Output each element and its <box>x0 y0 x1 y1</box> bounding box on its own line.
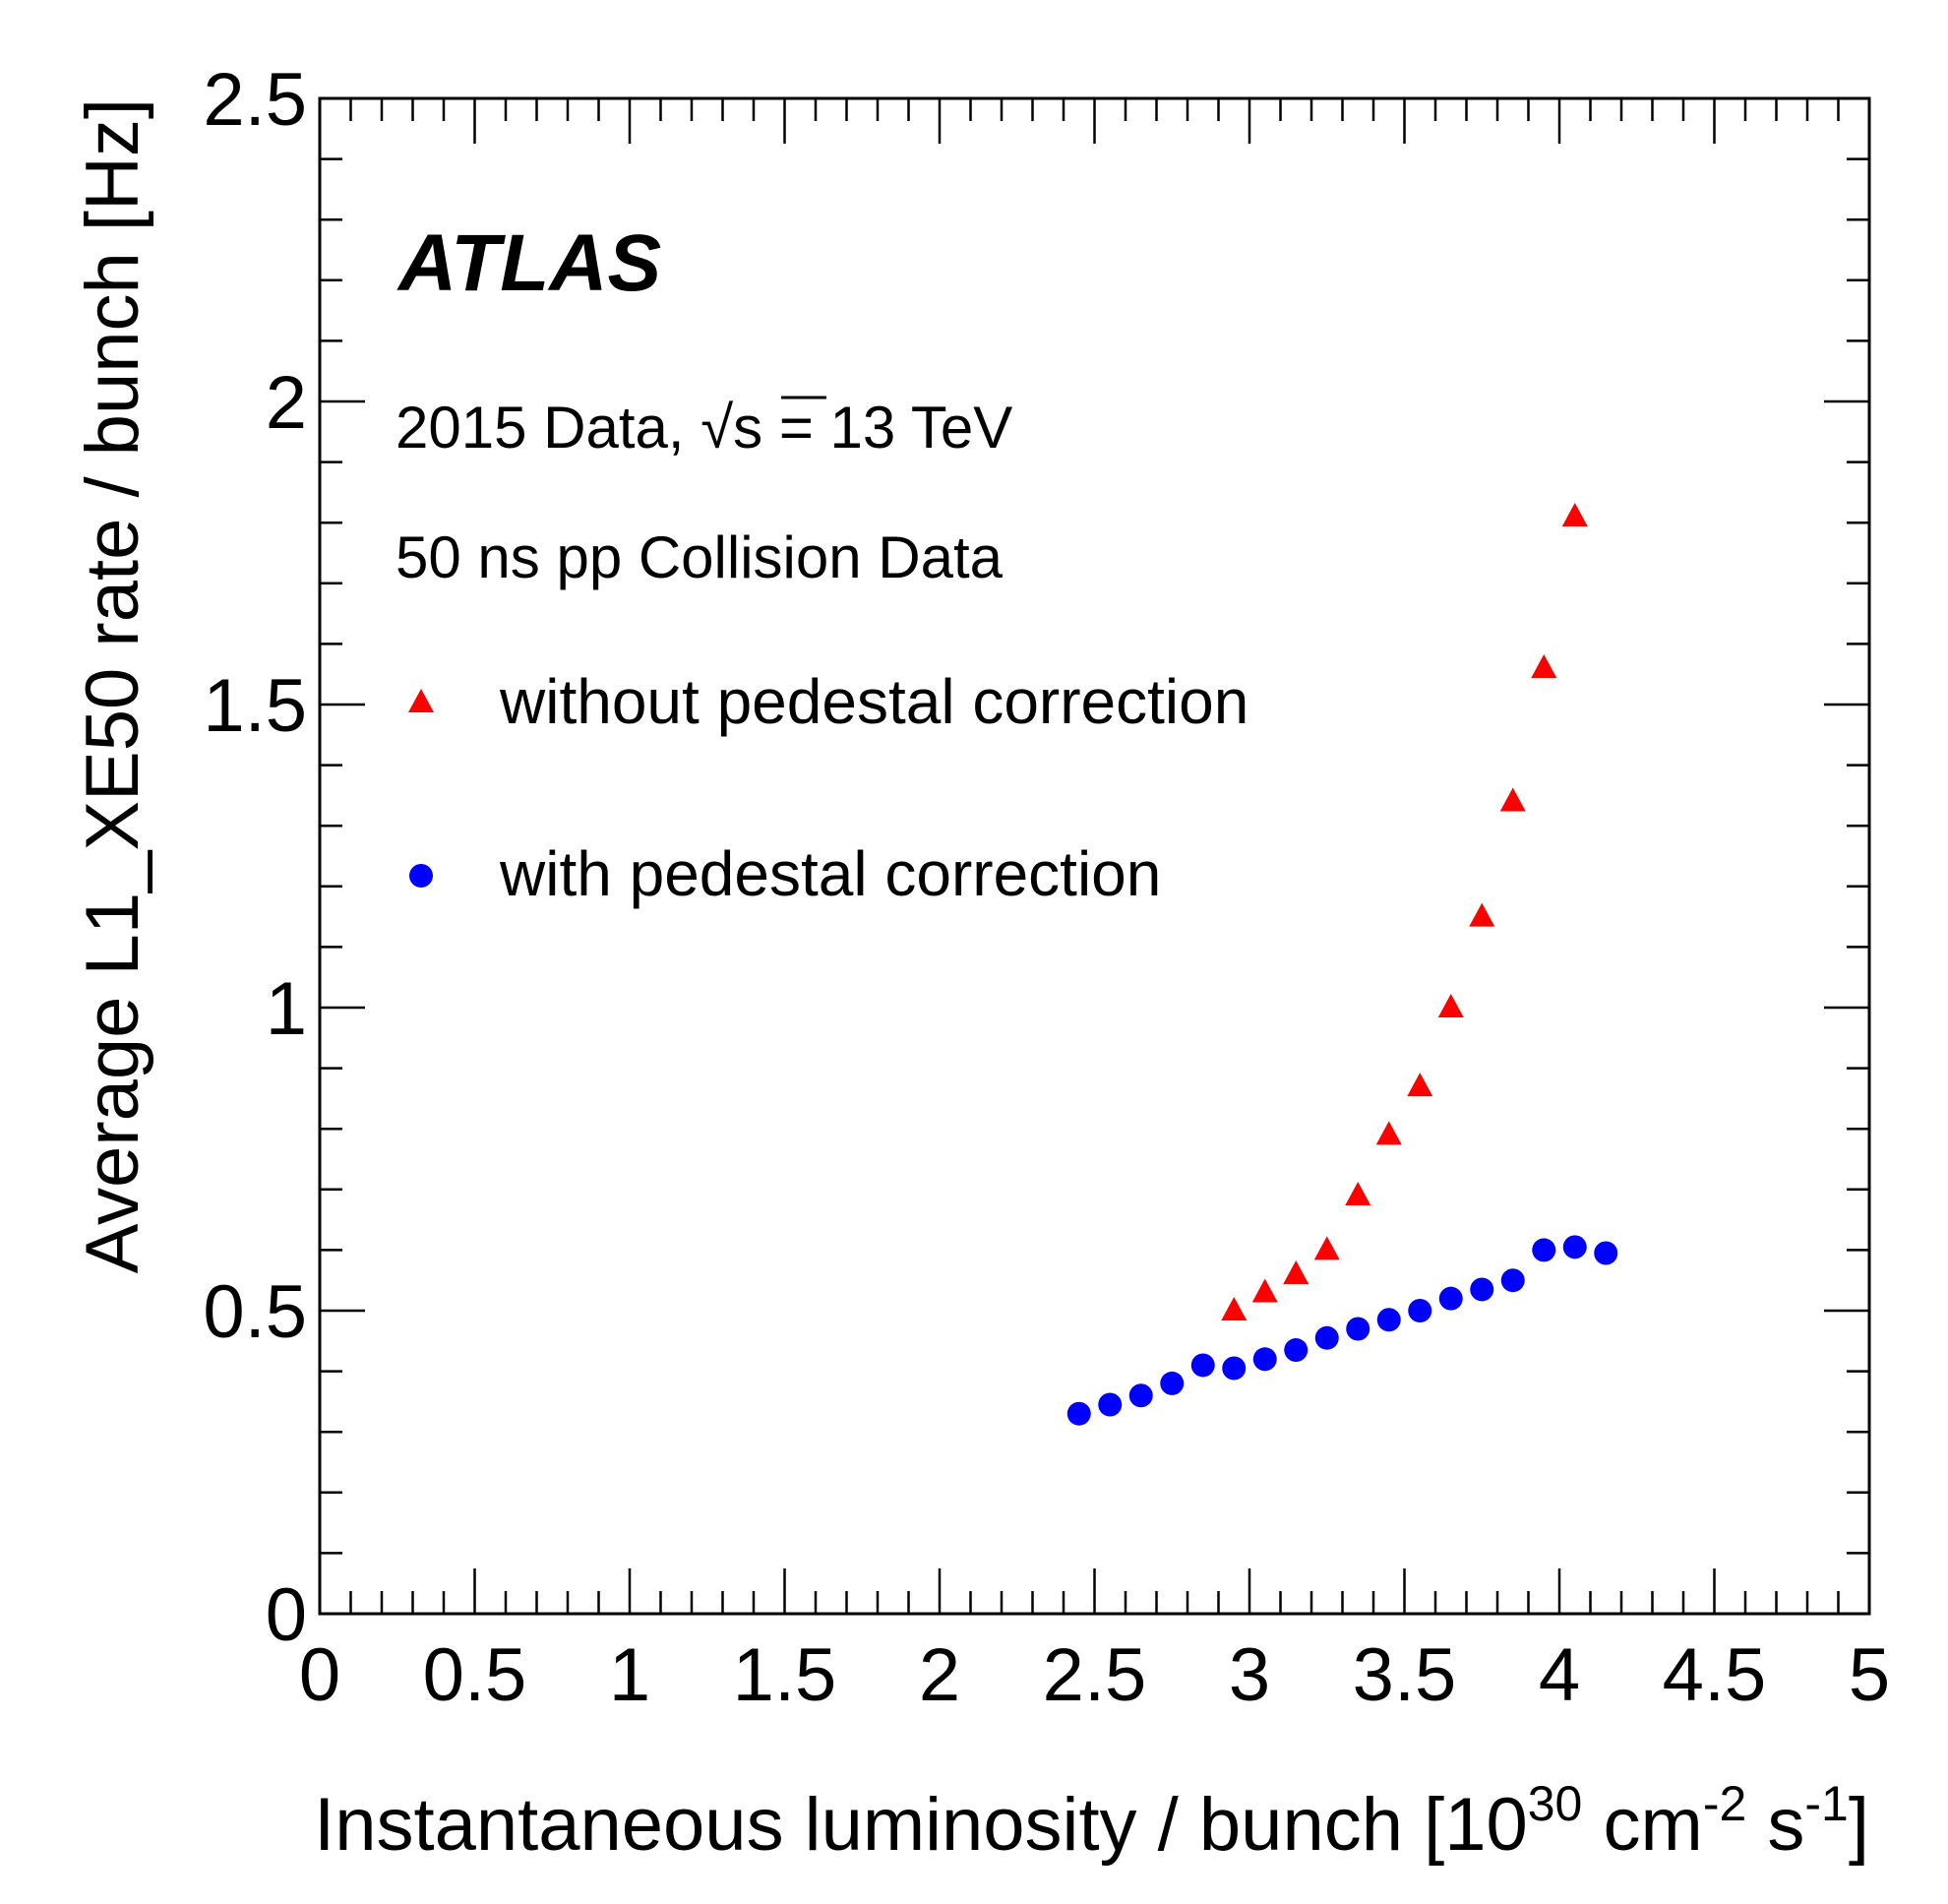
x-axis-title-sup-minus-1: -1 <box>1804 1776 1848 1831</box>
x-tick-label: 0.5 <box>423 1633 527 1717</box>
data-point-circle <box>1098 1392 1123 1417</box>
y-tick-labels: 0 0.5 1 1.5 2 2.5 <box>203 58 307 1657</box>
legend-marker-triangle <box>408 689 434 712</box>
data-point-circle <box>1314 1325 1339 1350</box>
atlas-label: ATLAS <box>396 218 661 308</box>
x-axis-title-s: s <box>1746 1783 1804 1867</box>
legend-marker-circle <box>409 864 433 888</box>
x-axis-title-suffix: ] <box>1849 1783 1869 1867</box>
data-point-triangle <box>1469 902 1495 927</box>
data-point-triangle <box>1313 1236 1340 1260</box>
annotation-energy: = 13 TeV <box>762 395 1012 461</box>
data-point-circle <box>1252 1347 1277 1372</box>
data-point-circle <box>1346 1317 1370 1341</box>
y-tick-label: 1.5 <box>203 664 307 748</box>
data-point-circle <box>1594 1241 1618 1265</box>
legend: without pedestal correction with pedesta… <box>408 666 1248 909</box>
data-point-triangle <box>1283 1260 1309 1285</box>
series-with-pedestal-correction <box>1066 1235 1618 1426</box>
x-axis-title-cm: cm <box>1582 1783 1702 1867</box>
data-point-triangle <box>1345 1181 1371 1205</box>
x-axis-title-sup-30: 30 <box>1528 1776 1583 1831</box>
y-tick-label: 0 <box>266 1573 307 1657</box>
x-tick-label: 4.5 <box>1663 1633 1767 1717</box>
data-point-triangle <box>1437 994 1464 1017</box>
x-tick-labels: 0 0.5 1 1.5 2 2.5 3 3.5 4 4.5 5 <box>299 1633 1890 1717</box>
data-point-triangle <box>1375 1121 1402 1145</box>
x-axis-title-sup-minus-2: -2 <box>1703 1776 1746 1831</box>
data-point-circle <box>1190 1353 1215 1378</box>
data-point-circle <box>1376 1308 1401 1332</box>
y-tick-label: 2 <box>266 361 307 445</box>
y-tick-label: 1 <box>266 967 307 1051</box>
x-tick-label: 2.5 <box>1043 1633 1147 1717</box>
legend-label-with-correction: with pedestal correction <box>499 838 1161 909</box>
data-point-triangle <box>1531 654 1557 679</box>
x-tick-label: 5 <box>1849 1633 1890 1717</box>
y-tick-label: 0.5 <box>203 1270 307 1354</box>
x-tick-label: 3.5 <box>1353 1633 1457 1717</box>
data-point-triangle <box>1499 787 1526 812</box>
x-tick-label: 1 <box>609 1633 650 1717</box>
annotation-dataset: 2015 Data, √s = 13 TeV <box>396 395 1012 461</box>
annotation-collision: 50 ns pp Collision Data <box>396 524 1004 590</box>
annotation-dataset-prefix: 2015 Data, <box>396 395 700 461</box>
data-point-circle <box>1500 1268 1525 1293</box>
legend-label-without-correction: without pedestal correction <box>499 666 1248 737</box>
data-point-circle <box>1562 1235 1587 1259</box>
data-point-circle <box>1532 1238 1556 1262</box>
x-axis-title-prefix: Instantaneous luminosity / bunch [10 <box>314 1783 1528 1867</box>
data-point-circle <box>1160 1371 1185 1395</box>
data-point-triangle <box>1221 1297 1248 1321</box>
data-point-circle <box>1408 1299 1432 1322</box>
x-axis-title: Instantaneous luminosity / bunch [1030 c… <box>314 1776 1869 1867</box>
data-point-circle <box>1128 1383 1153 1408</box>
x-tick-label: 3 <box>1229 1633 1270 1717</box>
annotation-sqrt-s: √s <box>700 395 762 461</box>
y-axis-title: Average L1_XE50 rate / bunch [Hz] <box>71 98 154 1273</box>
series-without-pedestal-correction <box>1221 503 1588 1321</box>
data-point-circle <box>1470 1277 1494 1302</box>
x-tick-label: 0 <box>299 1633 340 1717</box>
data-point-circle <box>1222 1356 1247 1381</box>
data-point-circle <box>1438 1286 1463 1311</box>
x-tick-label: 4 <box>1539 1633 1580 1717</box>
x-tick-label: 1.5 <box>733 1633 837 1717</box>
x-tick-label: 2 <box>919 1633 960 1717</box>
data-point-triangle <box>1561 503 1588 527</box>
y-tick-label: 2.5 <box>203 58 307 142</box>
data-point-circle <box>1284 1338 1309 1363</box>
data-point-triangle <box>1407 1073 1433 1097</box>
data-point-triangle <box>1251 1278 1278 1303</box>
axis-ticks <box>318 96 1871 1616</box>
data-point-circle <box>1066 1401 1091 1426</box>
